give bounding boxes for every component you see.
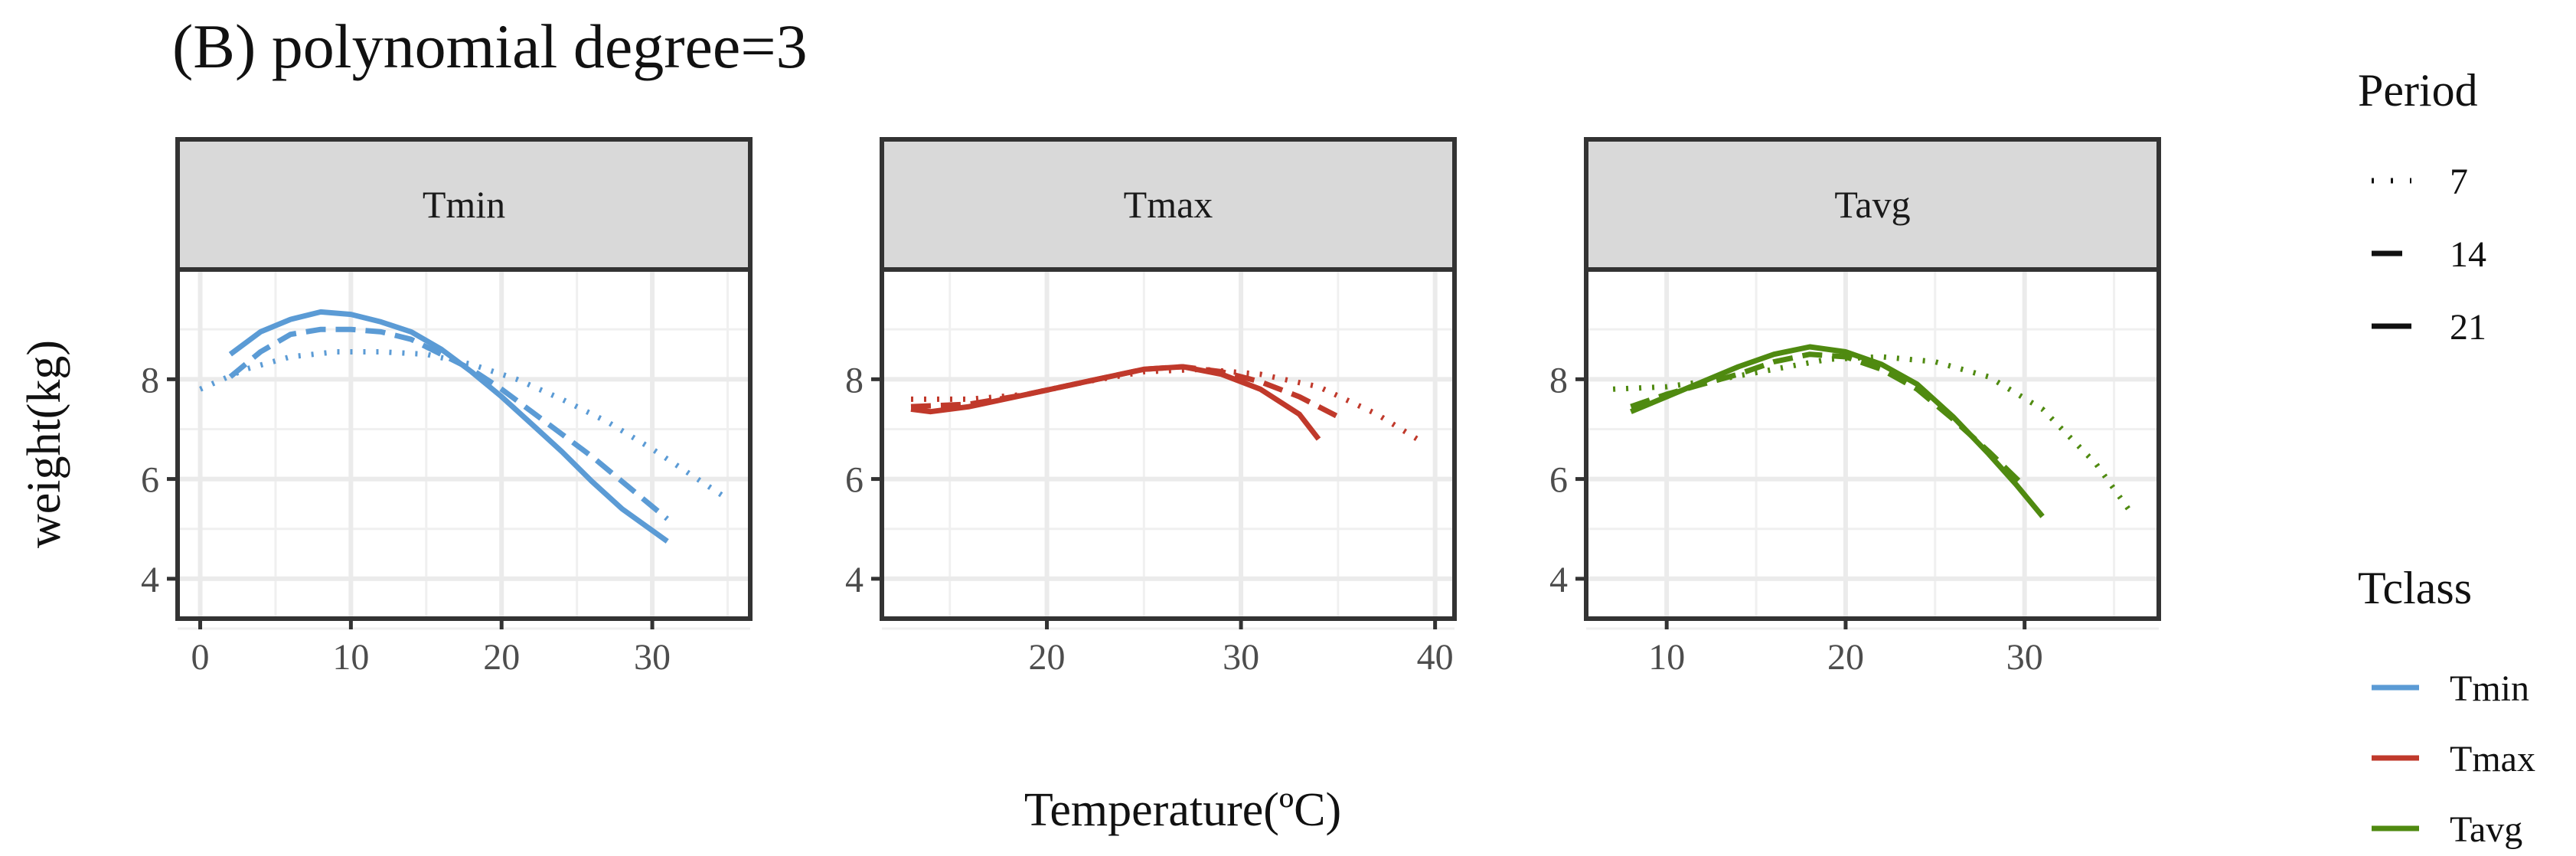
y-tick-label: 4 [141, 560, 159, 600]
x-tick-label: 10 [1648, 637, 1685, 678]
facet-strip-label: Tavg [1834, 183, 1910, 226]
series-line-tmin-period-21 [228, 309, 669, 544]
legend-period-title: Period [2358, 65, 2478, 116]
y-tick-label: 4 [1549, 560, 1568, 600]
x-tick-label: 20 [1029, 637, 1066, 678]
y-tick-label: 6 [141, 460, 159, 501]
x-tick-label: 20 [483, 637, 520, 678]
x-tick-label: 10 [332, 637, 369, 678]
legend-label-tclass-tmax: Tmax [2450, 739, 2535, 779]
panel-border [880, 267, 1457, 621]
y-tick-label: 8 [141, 360, 159, 400]
facet-panels: Tmin 0 10 20 30 4 6 8 Tmax 20 30 40 4 6 8 Tavg 10 20 30 4 6 8 [141, 137, 2161, 678]
legend-label-tclass-tavg: Tavg [2450, 809, 2522, 850]
facet-strip [175, 137, 753, 272]
plot-background [178, 270, 750, 619]
legend-tclass: Tclass Tmin Tmax Tavg [2358, 563, 2535, 850]
plot-background [1586, 270, 2159, 619]
series-group [1612, 344, 2134, 518]
y-tick-label: 8 [845, 360, 864, 400]
plot-background [882, 270, 1455, 619]
legend-tclass-title: Tclass [2358, 563, 2472, 613]
x-tick-label: 40 [1417, 637, 1454, 678]
y-tick-label: 4 [845, 560, 864, 600]
series-line-tmax-period-7 [911, 366, 1427, 446]
legend-label-tclass-tmin: Tmin [2450, 668, 2529, 709]
x-tick-label: 30 [634, 637, 671, 678]
x-tick-label: 20 [1827, 637, 1864, 678]
x-tick-label: 0 [191, 637, 210, 678]
series-group [910, 364, 1427, 446]
x-tick-label: 30 [1223, 637, 1259, 678]
legend-label-period-14: 14 [2450, 234, 2486, 275]
facet-strip [880, 137, 1457, 272]
panel-tavg: Tavg 10 20 30 4 6 8 [1549, 137, 2161, 678]
y-tick-label: 8 [1549, 360, 1568, 400]
series-group [199, 309, 730, 544]
x-tick-label: 30 [2006, 637, 2043, 678]
series-line-tmax-period-21 [910, 364, 1321, 441]
y-tick-label: 6 [845, 460, 864, 501]
x-axis-title: Temperature(ºC) [1024, 784, 1341, 836]
legend-label-period-7: 7 [2450, 162, 2468, 202]
legend-label-period-21: 21 [2450, 307, 2486, 348]
facet-strip-label: Tmax [1124, 183, 1213, 226]
panel-border [175, 267, 753, 621]
panel-tmin: Tmin 0 10 20 30 4 6 8 [141, 137, 753, 678]
panel-tmax: Tmax 20 30 40 4 6 8 [845, 137, 1457, 678]
y-axis-title: weight(kg) [18, 340, 70, 548]
series-line-tmin-period-14 [228, 326, 669, 521]
legend-period: Period 7 14 21 [2358, 65, 2486, 348]
facet-strip-label: Tmin [423, 183, 505, 226]
panel-border [1584, 267, 2161, 621]
series-line-tavg-period-7 [1612, 354, 2134, 516]
y-tick-label: 6 [1549, 460, 1568, 501]
chart-title: (B) polynomial degree=3 [172, 11, 808, 81]
series-line-tavg-period-21 [1630, 344, 2045, 518]
